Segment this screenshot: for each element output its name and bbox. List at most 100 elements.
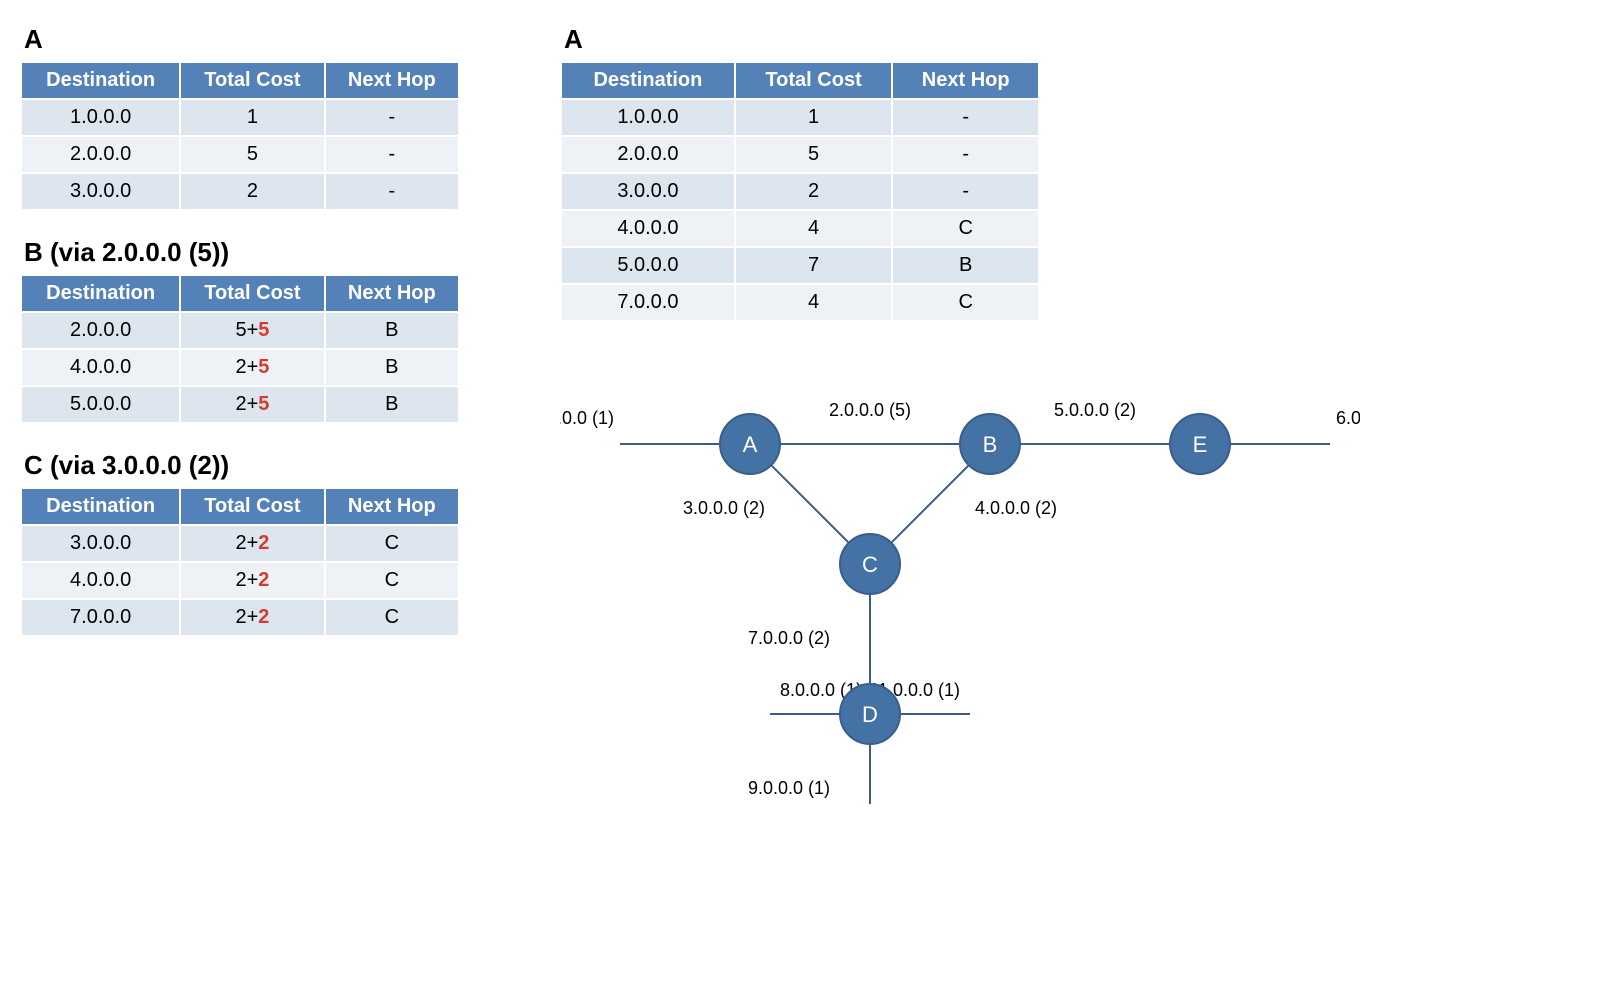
table-cell: 2.0.0.0 <box>561 136 735 173</box>
col-header: Next Hop <box>325 275 459 312</box>
table-cell: B <box>325 312 459 349</box>
table-cell: C <box>892 284 1039 321</box>
table-row: 1.0.0.01- <box>21 99 459 136</box>
table-cell: 5 <box>180 136 324 173</box>
network-graph: 2.0.0.0 (5) 3.0.0.0 (2) 4.0.0.0 (2) 5.0.0.0… <box>560 354 1360 819</box>
table-cell: - <box>892 173 1039 210</box>
col-header: Total Cost <box>180 275 324 312</box>
edge-label: 3.0.0.0 (2) <box>683 498 765 518</box>
table-cell: - <box>325 173 459 210</box>
table-cell: 2 <box>735 173 893 210</box>
col-header: Next Hop <box>892 62 1039 99</box>
table-cell: 5 <box>735 136 893 173</box>
table-cell: C <box>892 210 1039 247</box>
table-cell: 2+2 <box>180 599 324 636</box>
edge-label: 5.0.0.0 (2) <box>1054 400 1136 420</box>
graph-node-label: A <box>743 432 758 457</box>
table-cell: 2.0.0.0 <box>21 312 180 349</box>
table-row: 7.0.0.04C <box>561 284 1039 321</box>
table-cell: - <box>892 136 1039 173</box>
table-cell: 4.0.0.0 <box>21 562 180 599</box>
table-c-body: 3.0.0.02+2C4.0.0.02+2C7.0.0.02+2C <box>21 525 459 636</box>
table-cell: - <box>325 136 459 173</box>
table-row: 2.0.0.05- <box>21 136 459 173</box>
table-cell: 7.0.0.0 <box>561 284 735 321</box>
table-cell: 2+2 <box>180 562 324 599</box>
col-header: Destination <box>21 62 180 99</box>
col-header: Total Cost <box>180 488 324 525</box>
table-cell: 4.0.0.0 <box>561 210 735 247</box>
stub-label: 6.0.0.0 (2) <box>1336 408 1360 428</box>
col-header: Destination <box>21 488 180 525</box>
table-cell: B <box>325 386 459 423</box>
table-cell: 1 <box>735 99 893 136</box>
table-row: 5.0.0.07B <box>561 247 1039 284</box>
table-cell: 3.0.0.0 <box>21 173 180 210</box>
table-row: 2.0.0.05+5B <box>21 312 459 349</box>
table-row: 3.0.0.02- <box>21 173 459 210</box>
table-cell: 1 <box>180 99 324 136</box>
col-header: Total Cost <box>180 62 324 99</box>
table-cell: 2+5 <box>180 386 324 423</box>
graph-node-label: D <box>862 702 878 727</box>
table-row: 2.0.0.05- <box>561 136 1039 173</box>
table-cell: 2+5 <box>180 349 324 386</box>
table-row: 3.0.0.02+2C <box>21 525 459 562</box>
table-cell: 2 <box>180 173 324 210</box>
table-a-right: Destination Total Cost Next Hop 1.0.0.01… <box>560 61 1040 322</box>
table-cell: 5.0.0.0 <box>21 386 180 423</box>
table-cell: 5+5 <box>180 312 324 349</box>
table-c: Destination Total Cost Next Hop 3.0.0.02… <box>20 487 460 637</box>
graph-node-label: B <box>983 432 998 457</box>
col-header: Destination <box>561 62 735 99</box>
table-row: 4.0.0.02+5B <box>21 349 459 386</box>
table-row: 4.0.0.02+2C <box>21 562 459 599</box>
table-cell: C <box>325 599 459 636</box>
table-c-title: C (via 3.0.0.0 (2)) <box>24 450 460 481</box>
table-cell: - <box>892 99 1039 136</box>
table-cell: 4 <box>735 210 893 247</box>
table-row: 3.0.0.02- <box>561 173 1039 210</box>
stub-label: 9.0.0.0 (1) <box>748 778 830 798</box>
table-b: Destination Total Cost Next Hop 2.0.0.05… <box>20 274 460 424</box>
table-cell: B <box>892 247 1039 284</box>
table-cell: 5.0.0.0 <box>561 247 735 284</box>
table-a-left-title: A <box>24 24 460 55</box>
edge-label: 7.0.0.0 (2) <box>748 628 830 648</box>
table-cell: C <box>325 525 459 562</box>
table-a-right-body: 1.0.0.01-2.0.0.05-3.0.0.02-4.0.0.04C5.0.… <box>561 99 1039 321</box>
table-cell: 4.0.0.0 <box>21 349 180 386</box>
table-row: 4.0.0.04C <box>561 210 1039 247</box>
table-cell: B <box>325 349 459 386</box>
table-a-right-title: A <box>564 24 1360 55</box>
network-svg: 2.0.0.0 (5) 3.0.0.0 (2) 4.0.0.0 (2) 5.0.0.0… <box>560 354 1360 814</box>
col-header: Total Cost <box>735 62 893 99</box>
table-cell: C <box>325 562 459 599</box>
table-cell: - <box>325 99 459 136</box>
table-cell: 1.0.0.0 <box>21 99 180 136</box>
table-cell: 1.0.0.0 <box>561 99 735 136</box>
col-header: Destination <box>21 275 180 312</box>
right-column: A Destination Total Cost Next Hop 1.0.0.… <box>560 20 1360 819</box>
edge-label: 2.0.0.0 (5) <box>829 400 911 420</box>
graph-node-label: E <box>1193 432 1208 457</box>
table-row: 5.0.0.02+5B <box>21 386 459 423</box>
table-cell: 7.0.0.0 <box>21 599 180 636</box>
col-header: Next Hop <box>325 62 459 99</box>
col-header: Next Hop <box>325 488 459 525</box>
table-cell: 3.0.0.0 <box>561 173 735 210</box>
table-a-left: Destination Total Cost Next Hop 1.0.0.01… <box>20 61 460 211</box>
graph-node-label: C <box>862 552 878 577</box>
table-cell: 3.0.0.0 <box>21 525 180 562</box>
table-cell: 7 <box>735 247 893 284</box>
edge-label: 4.0.0.0 (2) <box>975 498 1057 518</box>
stub-label: 1.0.0.0 (1) <box>560 408 614 428</box>
table-cell: 2+2 <box>180 525 324 562</box>
table-a-left-body: 1.0.0.01-2.0.0.05-3.0.0.02- <box>21 99 459 210</box>
table-b-body: 2.0.0.05+5B4.0.0.02+5B5.0.0.02+5B <box>21 312 459 423</box>
table-cell: 4 <box>735 284 893 321</box>
table-cell: 2.0.0.0 <box>21 136 180 173</box>
table-row: 1.0.0.01- <box>561 99 1039 136</box>
table-b-title: B (via 2.0.0.0 (5)) <box>24 237 460 268</box>
table-row: 7.0.0.02+2C <box>21 599 459 636</box>
